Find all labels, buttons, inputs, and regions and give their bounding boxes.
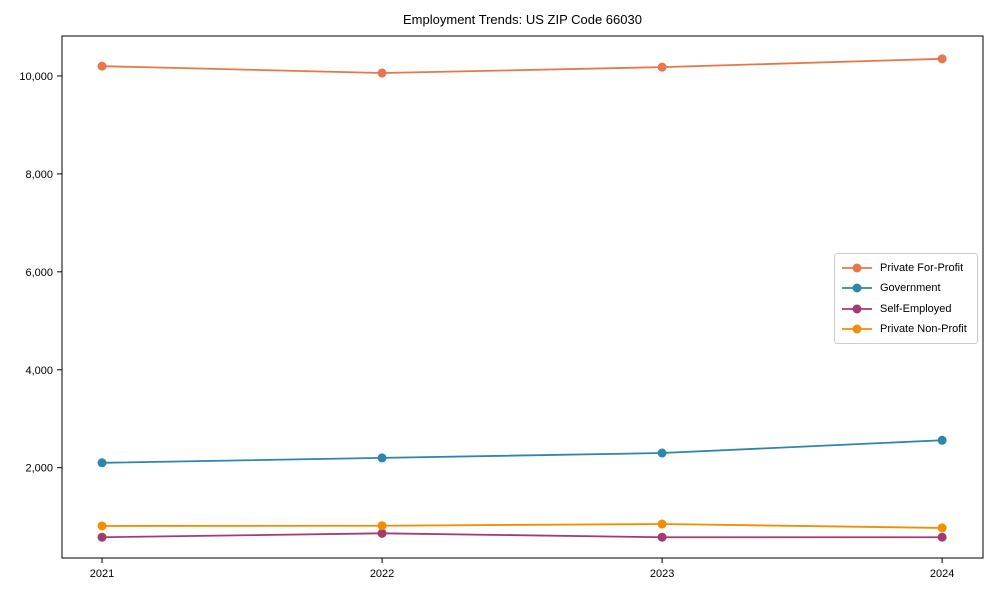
data-point	[97, 521, 107, 531]
series-line	[102, 57, 943, 74]
legend-marker-icon	[842, 283, 872, 293]
data-point	[937, 532, 947, 542]
legend-label: Self-Employed	[880, 302, 952, 315]
data-point	[97, 61, 107, 71]
legend-dot	[852, 304, 862, 314]
y-tick-label: 10,000	[19, 71, 53, 83]
legend-label: Private For-Profit	[880, 262, 964, 275]
data-point	[97, 532, 107, 542]
data-point	[97, 458, 107, 468]
data-point	[937, 523, 947, 533]
data-point	[937, 54, 947, 64]
x-tick-label: 2021	[90, 568, 114, 580]
y-tick-label: 6,000	[25, 267, 53, 279]
y-tick-label: 2,000	[25, 463, 53, 475]
series-line	[102, 439, 943, 464]
legend-item: Government	[841, 282, 971, 294]
data-point	[657, 519, 667, 529]
data-point	[657, 448, 667, 458]
x-tick-label: 2024	[930, 568, 954, 580]
y-tick-label: 8,000	[25, 169, 53, 181]
x-tick-label: 2022	[370, 568, 394, 580]
x-tick-label: 2023	[650, 568, 674, 580]
legend-dot	[852, 263, 862, 273]
chart-title: Employment Trends: US ZIP Code 66030	[403, 12, 642, 27]
legend-marker-icon	[842, 324, 872, 334]
data-point	[377, 528, 387, 538]
data-point	[377, 453, 387, 463]
legend-item: Private For-Profit	[841, 262, 971, 274]
legend-item: Private Non-Profit	[841, 323, 971, 335]
legend-marker-icon	[842, 263, 872, 273]
legend-label: Private Non-Profit	[880, 322, 967, 335]
y-tick-label: 4,000	[25, 365, 53, 377]
legend-item: Self-Employed	[841, 303, 971, 315]
legend-label: Government	[880, 282, 941, 295]
legend-dot	[852, 324, 862, 334]
legend-dot	[852, 283, 862, 293]
chart-legend: Private For-Profit Government Self-Emplo…	[834, 253, 978, 344]
series-line	[102, 532, 943, 539]
axes-frame	[61, 35, 984, 559]
data-point	[657, 62, 667, 72]
data-point	[657, 532, 667, 542]
data-point	[937, 435, 947, 445]
data-point	[377, 68, 387, 78]
legend-marker-icon	[842, 304, 872, 314]
series-line	[102, 523, 943, 529]
data-point	[377, 521, 387, 531]
